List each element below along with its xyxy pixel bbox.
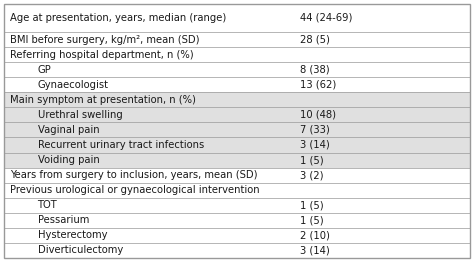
Text: TOT: TOT (37, 200, 57, 210)
Text: Diverticulectomy: Diverticulectomy (37, 245, 123, 255)
Text: 2 (10): 2 (10) (300, 230, 330, 241)
Text: 3 (14): 3 (14) (300, 245, 329, 255)
Text: Age at presentation, years, median (range): Age at presentation, years, median (rang… (9, 13, 226, 23)
Bar (4, 47, 470, 62)
Text: Vaginal pain: Vaginal pain (37, 125, 99, 135)
Text: Recurrent urinary tract infections: Recurrent urinary tract infections (37, 140, 204, 150)
Text: Pessarium: Pessarium (37, 215, 89, 225)
Text: 10 (48): 10 (48) (300, 110, 336, 120)
Bar (4, 107, 470, 122)
Bar (4, 122, 470, 138)
Bar (4, 168, 470, 183)
Text: Urethral swelling: Urethral swelling (37, 110, 122, 120)
Bar (4, 77, 470, 92)
Bar (4, 152, 470, 168)
Text: 44 (24-69): 44 (24-69) (300, 13, 352, 23)
Bar (4, 183, 470, 198)
Text: Hysterectomy: Hysterectomy (37, 230, 107, 241)
Bar (4, 92, 470, 107)
Bar (4, 198, 470, 213)
Bar (4, 243, 470, 258)
Text: 8 (38): 8 (38) (300, 65, 329, 75)
Bar (4, 138, 470, 152)
Text: Previous urological or gynaecological intervention: Previous urological or gynaecological in… (9, 185, 259, 195)
Text: Main symptom at presentation, n (%): Main symptom at presentation, n (%) (9, 95, 195, 105)
Text: 3 (14): 3 (14) (300, 140, 329, 150)
Text: Voiding pain: Voiding pain (37, 155, 99, 165)
Bar (4, 32, 470, 47)
Text: 1 (5): 1 (5) (300, 155, 324, 165)
Text: 3 (2): 3 (2) (300, 170, 323, 180)
Text: 1 (5): 1 (5) (300, 215, 324, 225)
Text: 1 (5): 1 (5) (300, 200, 324, 210)
Text: GP: GP (37, 65, 51, 75)
Text: Years from surgery to inclusion, years, mean (SD): Years from surgery to inclusion, years, … (9, 170, 257, 180)
Text: 28 (5): 28 (5) (300, 35, 330, 45)
Bar (4, 213, 470, 228)
Text: BMI before surgery, kg/m², mean (SD): BMI before surgery, kg/m², mean (SD) (9, 35, 199, 45)
Bar (4, 4, 470, 32)
Bar (4, 62, 470, 77)
Bar (4, 228, 470, 243)
Text: Gynaecologist: Gynaecologist (37, 80, 109, 90)
Text: Referring hospital department, n (%): Referring hospital department, n (%) (9, 50, 193, 59)
Text: 7 (33): 7 (33) (300, 125, 329, 135)
Text: 13 (62): 13 (62) (300, 80, 336, 90)
